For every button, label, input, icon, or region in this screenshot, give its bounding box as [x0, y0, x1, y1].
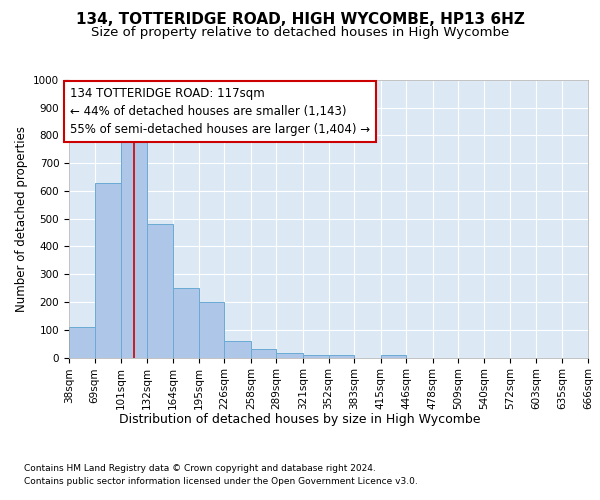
Bar	[224, 341, 251, 357]
Bar	[380, 354, 406, 358]
Bar	[95, 182, 121, 358]
Text: Size of property relative to detached houses in High Wycombe: Size of property relative to detached ho…	[91, 26, 509, 39]
Bar	[146, 224, 173, 358]
Bar	[121, 136, 146, 358]
Bar	[329, 354, 354, 358]
Bar	[199, 302, 224, 358]
Bar	[173, 288, 199, 358]
Bar	[303, 354, 329, 358]
Text: 134, TOTTERIDGE ROAD, HIGH WYCOMBE, HP13 6HZ: 134, TOTTERIDGE ROAD, HIGH WYCOMBE, HP13…	[76, 12, 524, 28]
Text: 134 TOTTERIDGE ROAD: 117sqm
← 44% of detached houses are smaller (1,143)
55% of : 134 TOTTERIDGE ROAD: 117sqm ← 44% of det…	[70, 87, 370, 136]
Text: Contains HM Land Registry data © Crown copyright and database right 2024.: Contains HM Land Registry data © Crown c…	[24, 464, 376, 473]
Bar	[251, 349, 277, 358]
Bar	[277, 354, 303, 358]
Text: Distribution of detached houses by size in High Wycombe: Distribution of detached houses by size …	[119, 412, 481, 426]
Text: Contains public sector information licensed under the Open Government Licence v3: Contains public sector information licen…	[24, 478, 418, 486]
Bar	[69, 327, 95, 358]
Y-axis label: Number of detached properties: Number of detached properties	[14, 126, 28, 312]
